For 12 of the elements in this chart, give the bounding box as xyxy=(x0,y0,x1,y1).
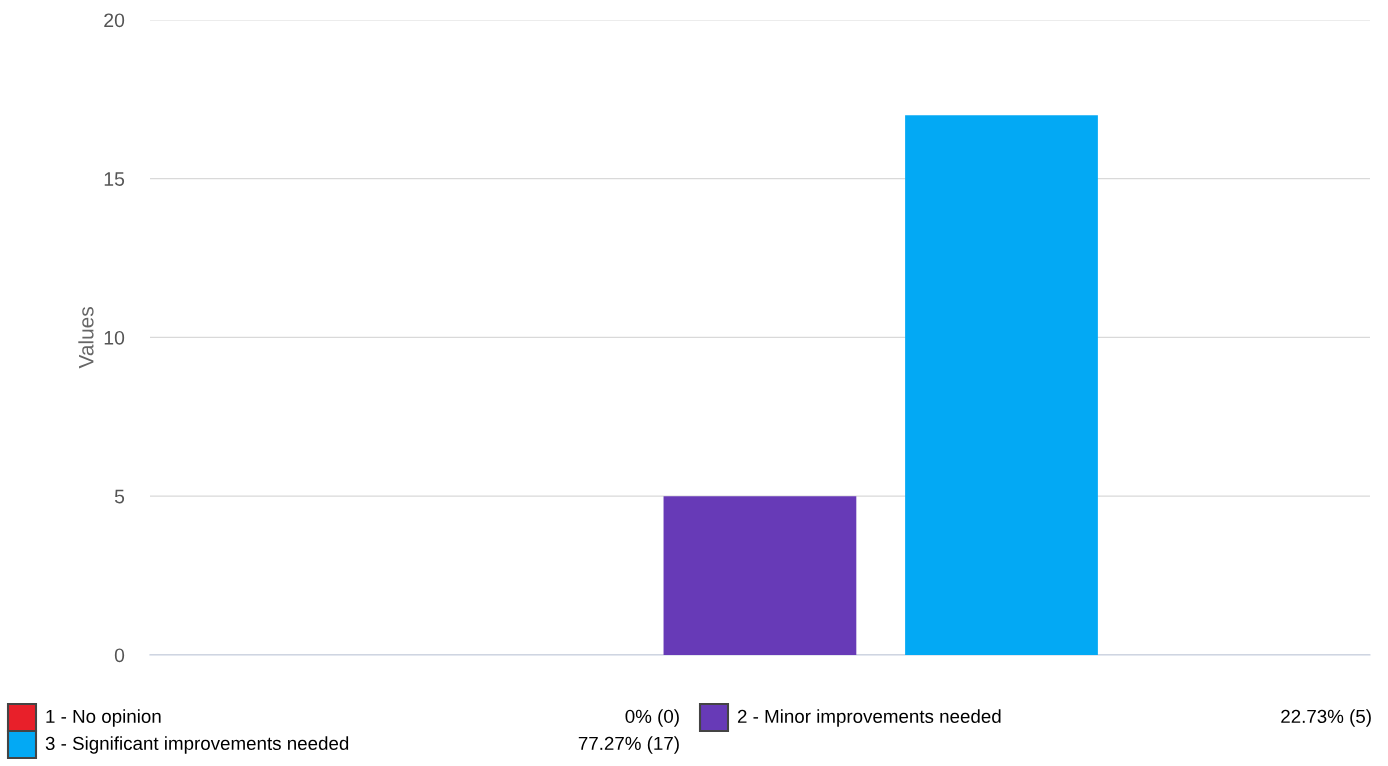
y-axis-title: Values xyxy=(78,307,94,369)
y-tick-label: 0 xyxy=(114,648,125,663)
text: 22.73% (5) xyxy=(1281,709,1371,727)
legend-label: 3 - Significant improvements needed xyxy=(45,736,349,754)
text: 0% (0) xyxy=(625,709,679,727)
text: 77.27% (17) xyxy=(578,736,679,754)
y-tick-label: 20 xyxy=(104,13,125,28)
y-tick-label: 15 xyxy=(104,172,125,186)
legend-label: 1 - No opinion xyxy=(46,709,161,727)
y-tick-label: 5 xyxy=(114,489,125,504)
y-tick-label: 10 xyxy=(104,330,125,345)
legend-label: 2 - Minor improvements needed xyxy=(737,709,1001,727)
